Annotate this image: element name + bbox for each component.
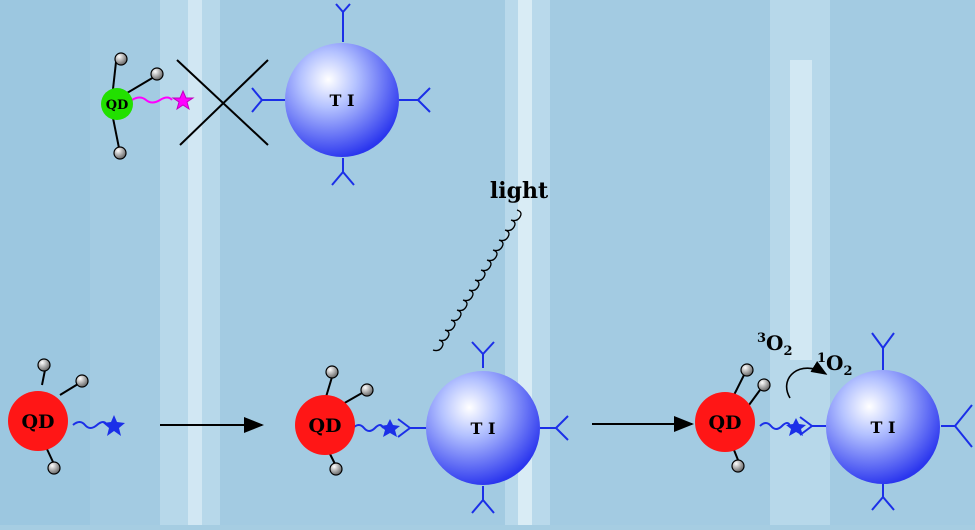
- target-sphere: [826, 370, 940, 484]
- receptor-icon: [799, 332, 973, 511]
- ligand-icon: [733, 363, 754, 396]
- light-wave-icon: [432, 209, 522, 352]
- top-qd-group: QD: [101, 52, 195, 160]
- star-icon: [380, 419, 400, 437]
- target-stage-3-label: T I: [871, 418, 896, 437]
- linker-blue: [72, 421, 108, 429]
- target-sphere: [426, 371, 540, 485]
- target-sphere: [285, 43, 399, 157]
- qd-stage-1-label: QD: [21, 411, 54, 433]
- ligand-icon: [325, 365, 339, 398]
- quantum-dot-red: [695, 392, 755, 452]
- top-qd-label: QD: [106, 98, 129, 113]
- linker-blue: [759, 422, 791, 430]
- ligand-icon: [731, 449, 745, 473]
- receptor-icon: [397, 341, 569, 514]
- linker-magenta: [131, 96, 173, 104]
- ligand-icon: [59, 374, 89, 396]
- quantum-dot-red: [8, 391, 68, 451]
- singlet-oxygen-label: 1O2: [817, 351, 853, 379]
- top-target-group: T I: [251, 3, 431, 186]
- target-stage-3: T I: [799, 332, 973, 511]
- star-icon: [103, 415, 125, 436]
- qd-stage-3: QD: [695, 363, 806, 473]
- star-icon: [786, 418, 806, 436]
- light-label: light: [490, 178, 549, 204]
- quantum-dot-red: [295, 395, 355, 455]
- ligand-icon: [126, 67, 164, 94]
- ligand-icon: [112, 117, 127, 160]
- qd-stage-2-label: QD: [308, 415, 341, 437]
- triplet-oxygen-label: 3O2: [757, 331, 793, 359]
- qd-stage-3-label: QD: [708, 412, 741, 434]
- receptor-icon: [251, 3, 431, 186]
- quantum-dot-green: [101, 88, 133, 120]
- ligand-icon: [37, 358, 51, 386]
- top-target-label: T I: [330, 91, 355, 110]
- qd-stage-1: QD: [8, 358, 125, 475]
- target-stage-2-label: T I: [471, 419, 496, 438]
- blocked-x-icon: [176, 59, 269, 146]
- qd-stage-2: QD: [295, 365, 400, 476]
- star-icon: [171, 89, 195, 111]
- ligand-icon: [748, 378, 771, 406]
- conversion-arrow: [785, 361, 828, 399]
- linker-blue: [352, 424, 384, 432]
- target-stage-2: T I: [397, 341, 569, 514]
